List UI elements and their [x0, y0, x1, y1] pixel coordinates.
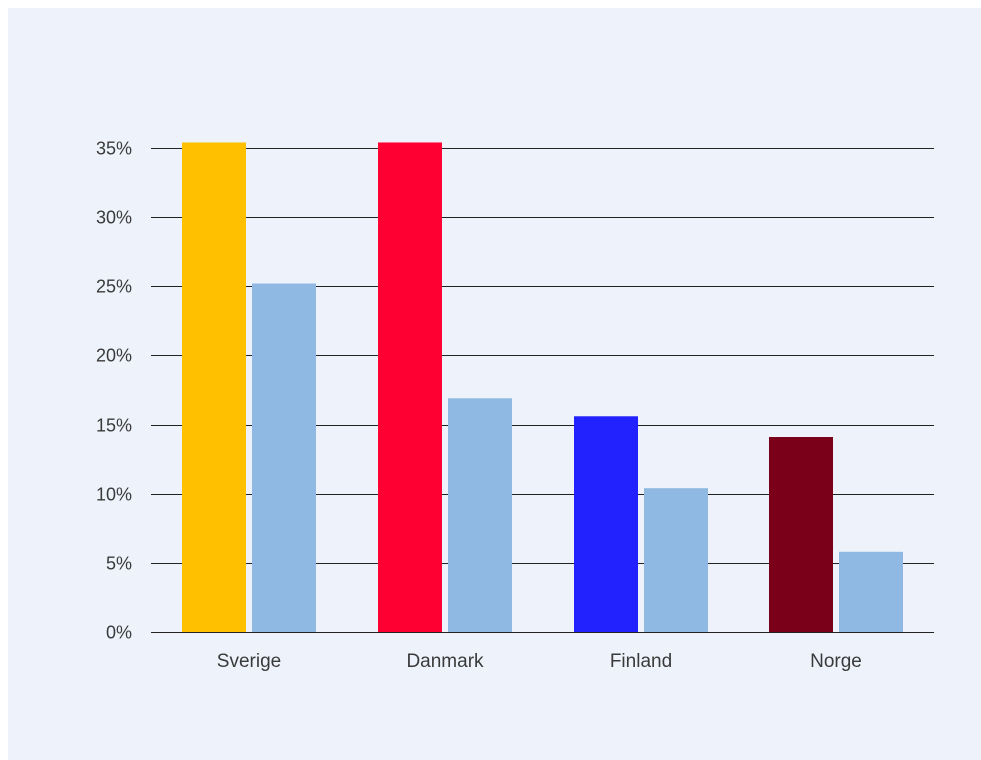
- bar-sverige-series-1: [182, 142, 246, 632]
- bar-norge-series-1: [769, 437, 833, 632]
- bar-finland-series-2: [644, 488, 708, 632]
- x-axis-category-labels: Sverige Danmark Finland Norge: [217, 651, 862, 672]
- y-tick-label: 35%: [96, 139, 132, 159]
- y-tick-label: 25%: [96, 277, 132, 297]
- y-axis-tick-labels: 0% 5% 10% 15% 20% 25% 30% 35%: [96, 139, 132, 643]
- y-tick-label: 5%: [106, 554, 132, 574]
- bar-norge-series-2: [839, 551, 903, 632]
- y-tick-label: 30%: [96, 208, 132, 228]
- x-category-label: Finland: [610, 651, 672, 672]
- y-tick-label: 10%: [96, 485, 132, 505]
- y-tick-label: 0%: [106, 623, 132, 643]
- x-category-label: Norge: [810, 651, 862, 672]
- y-tick-label: 15%: [96, 416, 132, 436]
- x-category-label: Sverige: [217, 651, 281, 672]
- chart-background: [8, 8, 981, 760]
- bar-danmark-series-1: [378, 142, 442, 632]
- bars: [151, 142, 934, 633]
- bar-danmark-series-2: [448, 398, 512, 632]
- bar-sverige-series-2: [252, 283, 316, 632]
- bar-finland-series-1: [574, 416, 638, 632]
- y-tick-label: 20%: [96, 346, 132, 366]
- x-category-label: Danmark: [406, 651, 484, 672]
